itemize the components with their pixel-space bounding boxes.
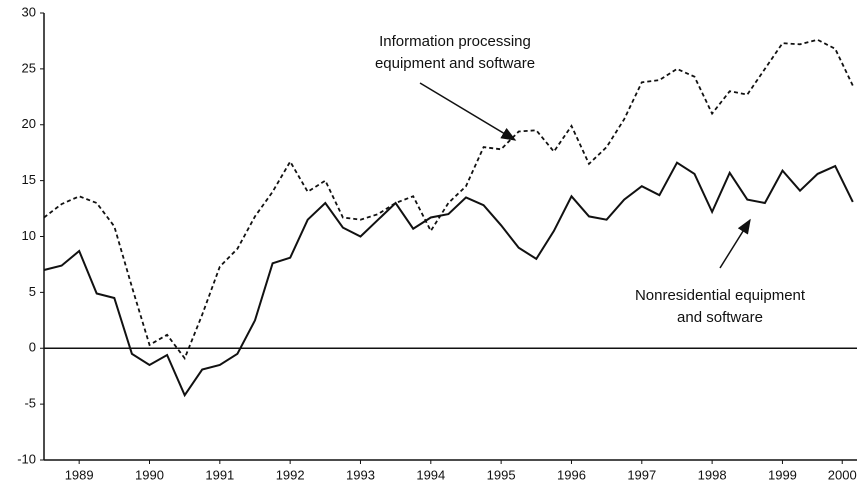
y-tick-label: 25 (22, 60, 36, 75)
x-tick-label: 1992 (276, 467, 305, 482)
y-tick-label: 30 (22, 4, 36, 19)
y-tick-label: 5 (29, 284, 36, 299)
annotation: equipment and software (375, 55, 535, 72)
x-tick-label: 1993 (346, 467, 375, 482)
y-tick-label: 15 (22, 172, 36, 187)
line-series (43, 161, 854, 398)
x-tick-label: 2000 (828, 467, 857, 482)
x-tick-label: 1994 (416, 467, 445, 482)
y-tick-label: 10 (22, 228, 36, 243)
x-tick-label: 1998 (698, 467, 727, 482)
x-tick-label: 1997 (627, 467, 656, 482)
x-tick-label: 1995 (487, 467, 516, 482)
annotation: and software (677, 309, 763, 326)
x-tick-label: 1991 (205, 467, 234, 482)
y-tick-label: -10 (17, 451, 36, 466)
x-tick-label: 1999 (768, 467, 797, 482)
x-tick-label: 1996 (557, 467, 586, 482)
annotation: Information processing (379, 33, 531, 50)
annotation: Nonresidential equipment (635, 287, 806, 304)
x-tick-label: 1990 (135, 467, 164, 482)
y-tick-label: 0 (29, 340, 36, 355)
annotation-arrow (419, 82, 517, 141)
x-tick-label: 1989 (65, 467, 94, 482)
line-series (43, 38, 854, 361)
annotation-arrow (719, 218, 751, 269)
y-tick-label: 20 (22, 116, 36, 131)
y-tick-label: -5 (24, 396, 36, 411)
